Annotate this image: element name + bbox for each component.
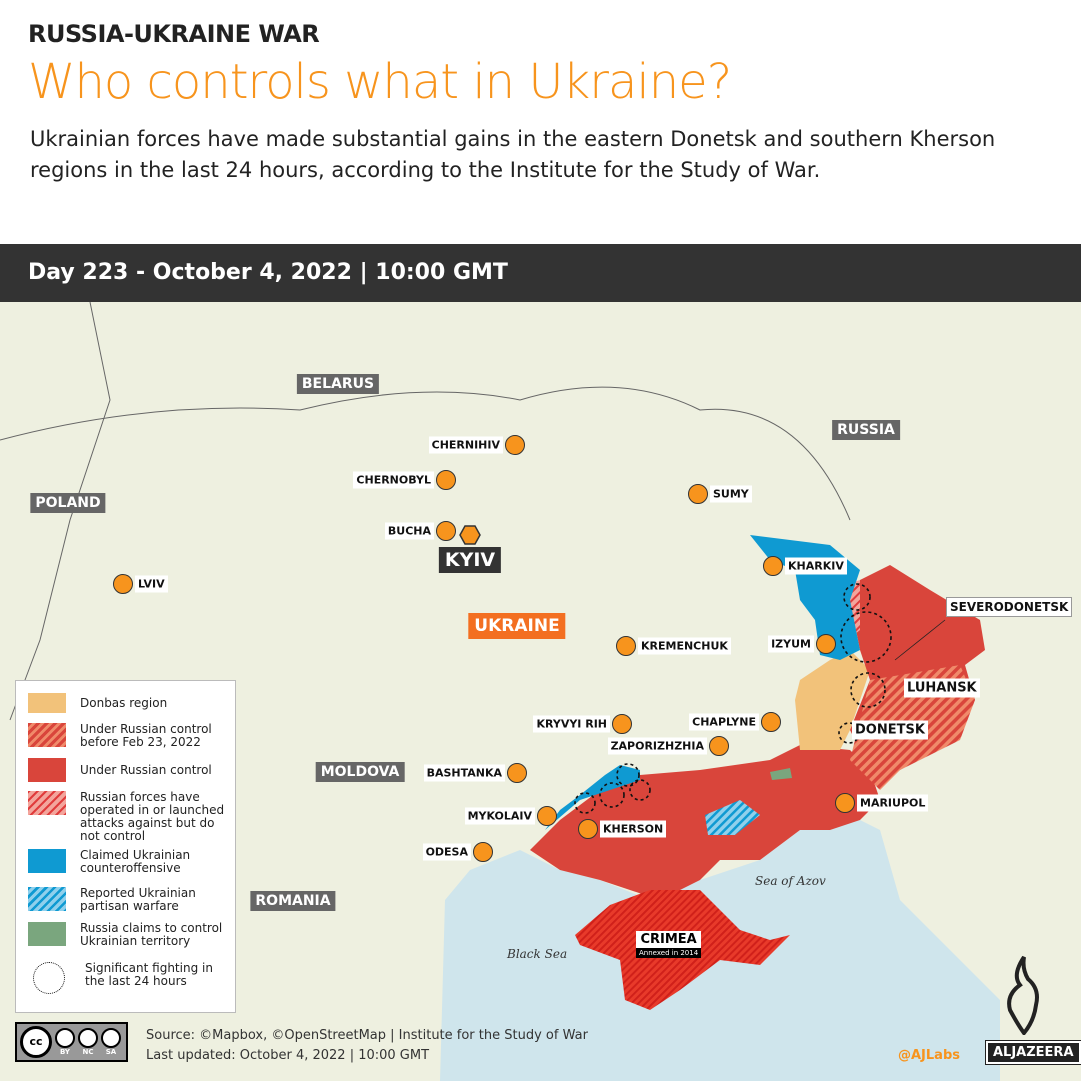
country-label-belarus: BELARUS <box>296 374 380 394</box>
legend: Donbas region Under Russian control befo… <box>15 680 236 1013</box>
city-label: BASHTANKA <box>423 764 505 782</box>
city-label: MARIUPOL <box>857 794 929 812</box>
legend-item: Under Russian control <box>28 758 230 782</box>
city-dot <box>816 634 836 654</box>
license-by: BY <box>59 1048 71 1056</box>
city-dot <box>578 819 598 839</box>
russia-claims-area <box>770 768 792 780</box>
nc-icon: NC <box>78 1028 98 1056</box>
country-label-ukraine: UKRAINE <box>468 613 566 639</box>
country-label-moldova: MOLDOVA <box>315 762 405 782</box>
legend-swatch <box>28 758 66 782</box>
city-dot <box>537 806 557 826</box>
legend-item: Donbas region <box>28 693 230 713</box>
ukrainian-counteroffensive-kherson <box>545 765 640 830</box>
legend-item: Significant fighting in the last 24 hour… <box>28 962 235 994</box>
legend-item: Russian forces have operated in or launc… <box>28 791 230 843</box>
city-dot <box>505 435 525 455</box>
city-label: ODESA <box>422 843 471 861</box>
legend-item: Under Russian control before Feb 23, 202… <box>28 723 230 749</box>
city-dot <box>709 736 729 756</box>
legend-label: Donbas region <box>80 696 168 710</box>
crimea-note: Annexed in 2014 <box>636 948 702 958</box>
city-dot <box>473 842 493 862</box>
legend-label: Russian forces have operated in or launc… <box>80 790 225 843</box>
donbas-area <box>795 650 870 750</box>
kicker: RUSSIA-UKRAINE WAR <box>28 20 320 48</box>
city-dot <box>436 470 456 490</box>
city-label: CHAPLYNE <box>689 713 759 731</box>
region-label-luhansk: LUHANSK <box>904 678 980 698</box>
legend-label: Russia claims to control Ukrainian terri… <box>80 921 223 948</box>
city-dot <box>761 712 781 732</box>
city-label: KRYVYI RIH <box>533 715 610 733</box>
legend-item: Reported Ukrainian partisan warfare <box>28 887 230 913</box>
sa-icon: SA <box>101 1028 121 1056</box>
legend-label: Under Russian control <box>80 763 212 777</box>
city-dot <box>688 484 708 504</box>
legend-item: Russia claims to control Ukrainian terri… <box>28 922 230 948</box>
city-label: MYKOLAIV <box>464 807 535 825</box>
city-label: ZAPORIZHZHIA <box>607 737 707 755</box>
legend-swatch <box>28 723 66 747</box>
subtitle: Ukrainian forces have made substantial g… <box>30 127 996 182</box>
dotted-circle-icon <box>33 962 65 994</box>
partisan-warfare-area <box>705 800 760 835</box>
hexagon-capital-icon <box>459 525 481 545</box>
brand-wordmark: ALJAZEERA <box>985 1040 1081 1065</box>
city-dot <box>616 636 636 656</box>
city-dot <box>436 521 456 541</box>
ajlabs-handle: @AJLabs <box>898 1048 960 1063</box>
legend-label: Claimed Ukrainian counteroffensive <box>80 848 191 875</box>
black-sea-label: Black Sea <box>506 947 567 961</box>
legend-swatch <box>28 791 66 815</box>
crimea-label: CRIMEA Annexed in 2014 <box>636 931 702 958</box>
city-label: IZYUM <box>768 635 814 653</box>
city-dot <box>763 556 783 576</box>
legend-label: Reported Ukrainian partisan warfare <box>80 886 196 913</box>
city-dot <box>612 714 632 734</box>
date-bar: Day 223 - October 4, 2022 | 10:00 GMT <box>0 244 1081 302</box>
city-label: KHARKIV <box>785 557 847 575</box>
legend-swatch <box>28 922 66 946</box>
legend-swatch <box>28 849 66 873</box>
city-label: BUCHA <box>384 522 434 540</box>
city-label: LVIV <box>135 575 168 593</box>
crimea-name: CRIMEA <box>636 931 702 948</box>
updated-text: Last updated: October 4, 2022 | 10:00 GM… <box>146 1048 430 1063</box>
city-dot <box>113 574 133 594</box>
license-nc: NC <box>82 1048 94 1056</box>
city-label: KHERSON <box>600 820 667 838</box>
creative-commons-badge: cc BY NC SA <box>15 1022 128 1062</box>
border-line <box>9 302 111 721</box>
city-label: SUMY <box>710 485 752 503</box>
severodonetsk-leader-line <box>894 619 946 661</box>
border-line <box>0 386 851 521</box>
page-title: Who controls what in Ukraine? <box>28 54 732 110</box>
legend-label: Significant fighting in the last 24 hour… <box>85 961 213 988</box>
city-dot <box>835 793 855 813</box>
license-sa: SA <box>105 1048 117 1056</box>
country-label-poland: POLAND <box>30 493 106 513</box>
legend-swatch <box>28 693 66 713</box>
country-label-romania: ROMANIA <box>250 891 336 911</box>
city-label: CHERNOBYL <box>353 471 434 489</box>
cc-icon: cc <box>20 1026 52 1058</box>
city-label: KREMENCHUK <box>638 637 731 655</box>
by-icon: BY <box>55 1028 75 1056</box>
source-text: Source: ©Mapbox, ©OpenStreetMap | Instit… <box>146 1028 588 1043</box>
sea-of-azov-label: Sea of Azov <box>755 874 826 888</box>
legend-label: Under Russian control before Feb 23, 202… <box>80 722 212 749</box>
region-label-severodonetsk: SEVERODONETSK <box>946 597 1073 617</box>
fighting-circles <box>574 583 892 814</box>
city-dot <box>507 763 527 783</box>
region-label-donetsk: DONETSK <box>852 720 928 740</box>
legend-swatch <box>28 887 66 911</box>
country-label-russia: RUSSIA <box>832 420 900 440</box>
city-label: CHERNIHIV <box>428 436 503 454</box>
capital-label-kyiv: KYIV <box>438 547 502 573</box>
legend-item: Claimed Ukrainian counteroffensive <box>28 849 230 875</box>
aljazeera-logo-icon <box>1000 955 1044 1037</box>
